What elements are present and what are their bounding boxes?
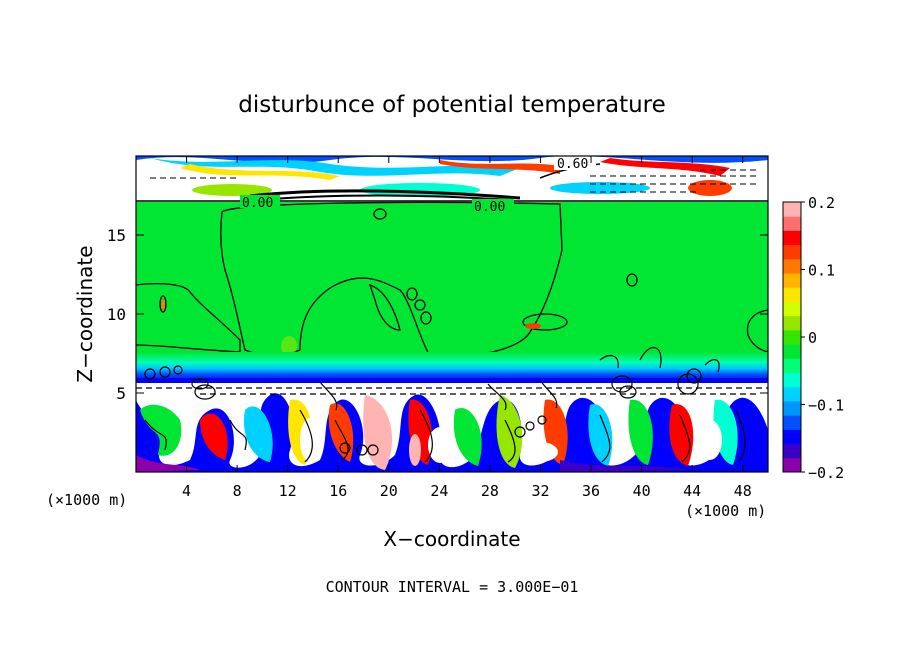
lower-contours [136, 347, 768, 463]
x-tick-label: 40 [633, 482, 651, 500]
colorbar-swatch [783, 329, 801, 345]
colorbar-swatch [783, 415, 801, 430]
contour-interval-text: CONTOUR INTERVAL = 3.000E−01 [326, 578, 579, 596]
colorbar-swatch [783, 344, 801, 359]
colorbar-swatch [783, 429, 801, 445]
y-axis-label: Z−coordinate [73, 245, 97, 382]
colorbar-swatch [783, 258, 801, 274]
middle-contours [136, 201, 768, 358]
x-tick-label: 24 [430, 482, 448, 500]
colorbar-swatch [783, 400, 801, 416]
colorbar-swatch [783, 358, 801, 374]
x-tick-label: 12 [279, 482, 297, 500]
y-tick-label: 5 [116, 384, 126, 403]
x-tick-label: 4 [182, 482, 191, 500]
colorbar-tick-label: 0.1 [808, 262, 835, 280]
colorbar-swatch [783, 386, 801, 402]
colorbar-swatch [783, 230, 801, 246]
contour-label-000-left: 0.00 [242, 196, 273, 211]
x-unit-label-left: (×1000 m) [46, 491, 127, 509]
x-unit-label-right: (×1000 m) [685, 502, 766, 520]
colorbar-swatch [783, 244, 801, 260]
y-tick-label: 15 [107, 226, 126, 245]
x-tick-label: 48 [734, 482, 752, 500]
chart-title: disturbunce of potential temperature [238, 92, 666, 118]
x-tick-label: 44 [683, 482, 701, 500]
colorbar-swatch [783, 301, 801, 317]
contour-labels: 0.60 0.00 0.00 [240, 157, 596, 215]
colorbar: 0.2 0.1 0 −0.1 −0.2 [782, 194, 844, 482]
colorbar-swatch [783, 202, 801, 217]
colorbar-swatch [783, 287, 801, 302]
upper-band [136, 156, 768, 202]
colorbar-swatch [783, 273, 801, 288]
contour-label-060: 0.60 [557, 157, 588, 172]
x-tick-label: 16 [329, 482, 347, 500]
colorbar-swatch [783, 216, 801, 231]
y-tick-label: 10 [107, 305, 126, 324]
x-axis-label: X−coordinate [383, 527, 520, 551]
colorbar-swatch [783, 457, 801, 473]
contour-label-000-right: 0.00 [474, 200, 505, 215]
colorbar-tick-label: −0.2 [808, 464, 844, 482]
y-axis-ticks: 5 10 15 [107, 226, 768, 403]
colorbar-tick-label: −0.1 [808, 397, 844, 415]
transition-band [136, 352, 768, 382]
x-tick-label: 36 [582, 482, 600, 500]
colorbar-swatch [783, 315, 801, 331]
colorbar-swatch [783, 443, 801, 459]
x-tick-label: 28 [481, 482, 499, 500]
lower-layer [136, 383, 768, 472]
colorbar-tick-label: 0.2 [808, 194, 835, 212]
x-axis-ticks: 4 8 12 16 20 24 28 32 36 40 44 48 [182, 156, 752, 500]
x-tick-label: 32 [531, 482, 549, 500]
heatmap-field [136, 156, 768, 472]
colorbar-tick-label: 0 [808, 329, 817, 347]
colorbar-swatch [783, 372, 801, 388]
x-tick-label: 8 [233, 482, 242, 500]
x-tick-label: 20 [380, 482, 398, 500]
